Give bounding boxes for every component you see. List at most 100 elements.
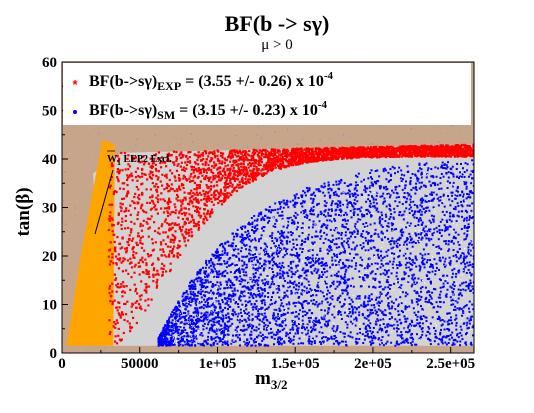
exp-point bbox=[224, 173, 227, 177]
exp-point bbox=[141, 155, 144, 159]
sm-point bbox=[382, 200, 385, 203]
exp-point bbox=[464, 151, 467, 154]
exp-point bbox=[208, 196, 211, 199]
exp-point bbox=[196, 200, 199, 203]
exp-point bbox=[200, 198, 203, 202]
exp-point bbox=[148, 201, 152, 204]
background-speck bbox=[301, 345, 303, 347]
exp-point bbox=[144, 258, 147, 261]
exp-point bbox=[113, 273, 117, 276]
sm-point bbox=[286, 311, 289, 314]
exp-point bbox=[175, 188, 178, 191]
exp-point bbox=[428, 153, 432, 156]
exp-point bbox=[117, 180, 120, 183]
exp-point bbox=[118, 338, 122, 341]
exp-point bbox=[335, 148, 338, 151]
exp-point bbox=[253, 162, 256, 165]
sm-point bbox=[409, 263, 412, 266]
exp-point bbox=[216, 175, 219, 178]
exp-point bbox=[300, 157, 304, 160]
exp-point bbox=[145, 268, 148, 272]
exp-point bbox=[133, 195, 136, 199]
exp-point bbox=[159, 248, 162, 251]
exp-point bbox=[215, 189, 219, 192]
exp-point bbox=[173, 190, 176, 193]
exp-point bbox=[166, 153, 169, 156]
exp-point bbox=[231, 189, 234, 193]
exp-point bbox=[290, 158, 294, 161]
exp-point bbox=[226, 186, 229, 189]
exp-point bbox=[115, 263, 118, 266]
sm-point bbox=[359, 244, 362, 247]
exp-point bbox=[167, 203, 170, 206]
exp-point bbox=[325, 146, 328, 150]
exp-point bbox=[227, 174, 230, 178]
exp-point bbox=[127, 209, 130, 212]
sm-point bbox=[338, 341, 341, 344]
exp-point bbox=[169, 169, 172, 172]
exp-point bbox=[185, 155, 188, 158]
exp-point bbox=[276, 151, 279, 154]
exp-point bbox=[115, 190, 118, 194]
sm-point bbox=[175, 310, 178, 313]
exp-point bbox=[465, 154, 468, 157]
sm-point bbox=[344, 288, 347, 291]
exp-point bbox=[273, 164, 276, 167]
exp-point bbox=[162, 267, 165, 271]
exp-point bbox=[344, 152, 347, 155]
sm-point bbox=[272, 274, 275, 277]
background-speck bbox=[68, 140, 71, 142]
exp-point bbox=[289, 155, 292, 158]
exp-point bbox=[306, 149, 309, 152]
exp-point bbox=[450, 145, 453, 148]
exp-point bbox=[134, 192, 137, 195]
sm-point bbox=[405, 330, 408, 333]
exp-point bbox=[160, 225, 163, 228]
exp-point bbox=[270, 149, 273, 152]
sm-point bbox=[303, 326, 306, 329]
sm-point bbox=[433, 258, 436, 261]
exp-point bbox=[180, 183, 184, 186]
sm-point bbox=[248, 248, 251, 251]
exp-point bbox=[124, 168, 127, 171]
exp-point bbox=[165, 174, 168, 177]
exp-point bbox=[195, 154, 198, 157]
exp-point bbox=[247, 163, 250, 166]
exp-point bbox=[192, 179, 195, 182]
exp-point bbox=[209, 185, 213, 188]
sm-point bbox=[358, 276, 361, 279]
sm-point bbox=[225, 316, 228, 319]
exp-point bbox=[172, 161, 176, 164]
exp-point bbox=[254, 173, 258, 176]
background-speck bbox=[87, 127, 90, 129]
sm-point bbox=[365, 230, 368, 233]
exp-point bbox=[152, 280, 155, 283]
exp-point bbox=[319, 158, 323, 161]
exp-point bbox=[138, 273, 141, 276]
exp-point bbox=[183, 220, 186, 224]
exp-point bbox=[185, 179, 188, 182]
sm-point bbox=[435, 262, 438, 265]
exp-point bbox=[262, 168, 265, 171]
exp-point bbox=[126, 320, 129, 323]
exp-point bbox=[226, 156, 230, 159]
exp-point bbox=[107, 228, 110, 232]
exp-point bbox=[180, 161, 183, 164]
exp-point bbox=[240, 172, 243, 175]
exp-point bbox=[156, 190, 159, 193]
exp-point bbox=[120, 206, 123, 210]
sm-point bbox=[391, 237, 394, 240]
exp-point bbox=[217, 191, 220, 194]
exp-point bbox=[113, 233, 116, 236]
exp-point bbox=[276, 161, 280, 164]
exp-point bbox=[375, 145, 378, 148]
background-speck bbox=[208, 348, 210, 350]
sm-point bbox=[380, 263, 383, 266]
exp-point bbox=[321, 151, 324, 154]
exp-point bbox=[345, 157, 349, 160]
sm-point bbox=[251, 225, 254, 228]
exp-point bbox=[188, 155, 191, 159]
exp-point bbox=[278, 157, 281, 161]
exp-point bbox=[206, 168, 209, 171]
sm-point bbox=[275, 308, 278, 311]
